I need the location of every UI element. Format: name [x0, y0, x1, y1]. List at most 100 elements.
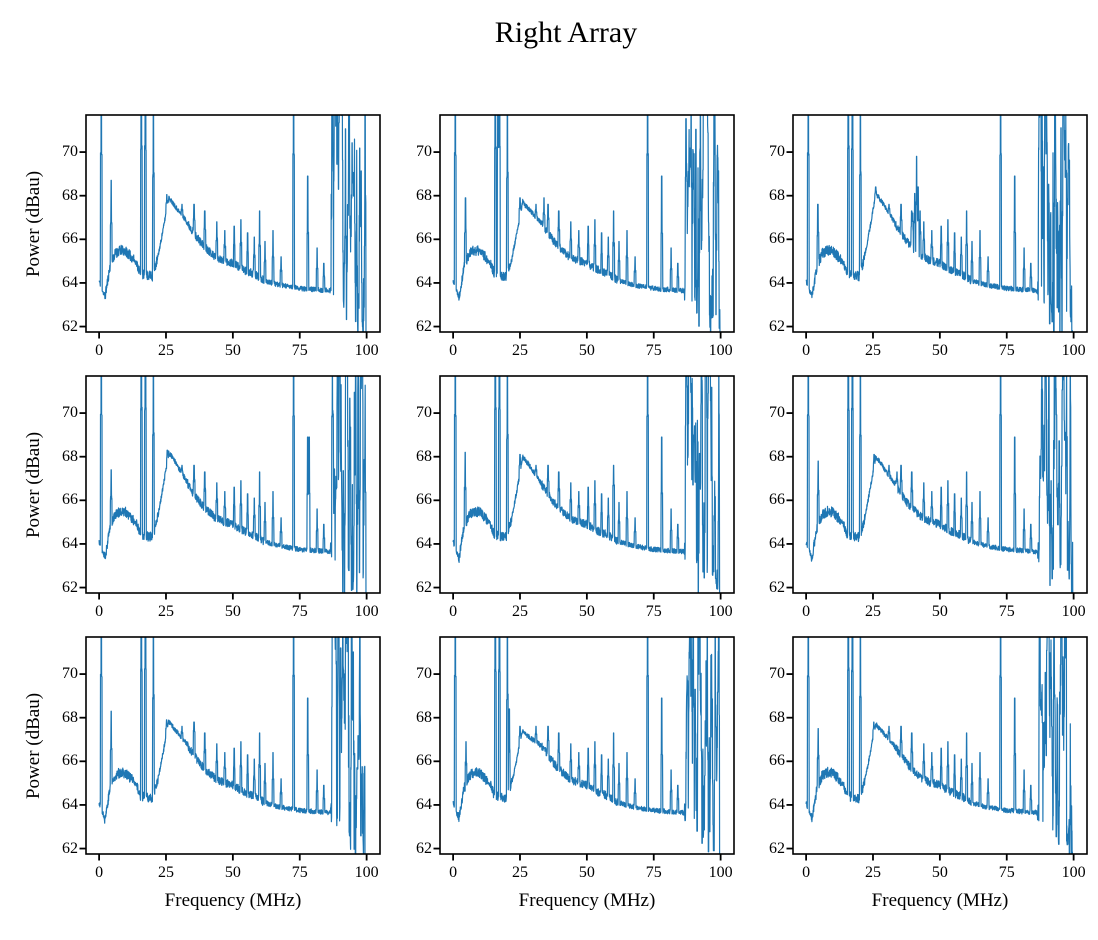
y-tick-label: 66 [416, 230, 432, 248]
y-tick-label: 64 [416, 273, 432, 291]
x-tick-label: 50 [578, 603, 595, 620]
x-tick-label: 50 [224, 864, 241, 881]
x-tick-label: 25 [511, 864, 528, 881]
spectrum-line-chart [786, 375, 1088, 600]
spectrum-line-chart [79, 375, 381, 600]
y-tick-label: 66 [62, 752, 78, 770]
y-tick-label: 68 [62, 447, 78, 465]
subplot-row3-col3: Frequency (MHz) 0 25 50 75 100 62 64 66 68 70 [769, 636, 1088, 911]
y-tick-label: 70 [769, 404, 785, 422]
x-tick-label: 0 [95, 864, 104, 881]
y-tick-label: 66 [416, 491, 432, 509]
x-tick-label: 100 [1061, 603, 1086, 620]
spectrum-trace [98, 376, 367, 593]
y-tick-label: 62 [416, 578, 432, 596]
x-tick-label: 50 [931, 342, 948, 359]
axes-spines [439, 375, 735, 594]
y-tick-label: 70 [416, 665, 432, 683]
subplot-row3-col2: Frequency (MHz) 0 25 50 75 100 62 64 66 68 70 [416, 636, 735, 911]
y-tick-label: 62 [769, 578, 785, 596]
y-tick-label: 68 [416, 186, 432, 204]
subplot-row1-col3: 0 25 50 75 100 62 64 66 68 70 [769, 114, 1088, 359]
x-tick-label: 25 [157, 603, 174, 620]
y-tick-label: 70 [62, 665, 78, 683]
y-tick-label: 68 [769, 447, 785, 465]
x-tick-label: 0 [449, 864, 458, 881]
x-tick-label: 100 [354, 342, 379, 359]
y-tick-label: 70 [62, 143, 78, 161]
x-tick-label: 50 [224, 342, 241, 359]
x-tick-label: 75 [291, 603, 308, 620]
x-tick-label: 100 [1061, 864, 1086, 881]
y-tick-label: 62 [62, 839, 78, 857]
subplot-row3-col1: Power (dBau) Frequency (MHz) 0 25 50 75 100 6… [23, 636, 381, 911]
x-tick-label: 75 [998, 342, 1015, 359]
y-tick-label: 70 [416, 143, 432, 161]
y-tick-label: 62 [769, 317, 785, 335]
y-tick-label: 70 [769, 143, 785, 161]
x-tick-label: 100 [354, 864, 379, 881]
x-tick-label: 100 [708, 603, 733, 620]
x-tick-label: 75 [645, 342, 662, 359]
x-tick-label: 25 [157, 864, 174, 881]
y-tick-label: 66 [62, 230, 78, 248]
x-axis-label: Frequency (MHz) [164, 890, 302, 911]
x-tick-label: 25 [864, 864, 881, 881]
x-tick-label: 0 [802, 603, 811, 620]
x-tick-label: 0 [802, 864, 811, 881]
subplot-row1-col2: 0 25 50 75 100 62 64 66 68 70 [416, 114, 735, 359]
subplot-row2-col3: 0 25 50 75 100 62 64 66 68 70 [769, 375, 1088, 620]
y-tick-label: 64 [62, 534, 78, 552]
y-tick-label: 62 [416, 839, 432, 857]
x-tick-label: 0 [449, 603, 458, 620]
x-tick-label: 75 [645, 864, 662, 881]
spectrum-trace [452, 115, 721, 332]
spectrum-trace [98, 637, 366, 854]
spectrum-trace [452, 637, 721, 854]
spectrum-trace [452, 376, 721, 593]
y-tick-label: 64 [416, 534, 432, 552]
x-tick-label: 75 [291, 342, 308, 359]
spectrum-trace [98, 115, 367, 332]
y-tick-label: 68 [62, 708, 78, 726]
axes-spines [85, 114, 381, 333]
x-tick-label: 0 [449, 342, 458, 359]
spectrum-trace [805, 115, 1074, 332]
x-tick-label: 75 [291, 864, 308, 881]
y-tick-label: 66 [62, 491, 78, 509]
y-tick-label: 66 [769, 752, 785, 770]
y-tick-label: 62 [62, 317, 78, 335]
x-tick-label: 100 [708, 342, 733, 359]
y-tick-label: 64 [416, 795, 432, 813]
subplot-row2-col2: 0 25 50 75 100 62 64 66 68 70 [416, 375, 735, 620]
spectrum-line-chart [786, 114, 1088, 339]
spectrum-trace [805, 637, 1074, 854]
spectrum-trace [805, 376, 1074, 593]
y-tick-label: 62 [62, 578, 78, 596]
x-tick-label: 75 [645, 603, 662, 620]
x-tick-label: 25 [864, 603, 881, 620]
x-tick-label: 0 [95, 603, 104, 620]
x-tick-label: 100 [354, 603, 379, 620]
subplot-row2-col1: Power (dBau) 0 25 50 75 100 62 64 66 68 70 [23, 375, 381, 620]
y-tick-label: 66 [416, 752, 432, 770]
y-tick-label: 68 [416, 708, 432, 726]
y-tick-label: 62 [416, 317, 432, 335]
y-tick-label: 68 [769, 186, 785, 204]
x-tick-label: 75 [998, 864, 1015, 881]
spectrum-line-chart [786, 636, 1088, 861]
y-tick-label: 66 [769, 491, 785, 509]
spectrum-line-chart [433, 114, 735, 339]
x-tick-label: 50 [931, 603, 948, 620]
y-tick-label: 70 [416, 404, 432, 422]
x-axis-label: Frequency (MHz) [518, 890, 656, 911]
y-tick-label: 70 [769, 665, 785, 683]
spectrum-line-chart [79, 114, 381, 339]
x-tick-label: 50 [578, 864, 595, 881]
spectrum-line-chart [79, 636, 381, 861]
y-tick-label: 64 [769, 534, 785, 552]
x-tick-label: 25 [864, 342, 881, 359]
x-tick-label: 100 [708, 864, 733, 881]
y-tick-label: 62 [769, 839, 785, 857]
